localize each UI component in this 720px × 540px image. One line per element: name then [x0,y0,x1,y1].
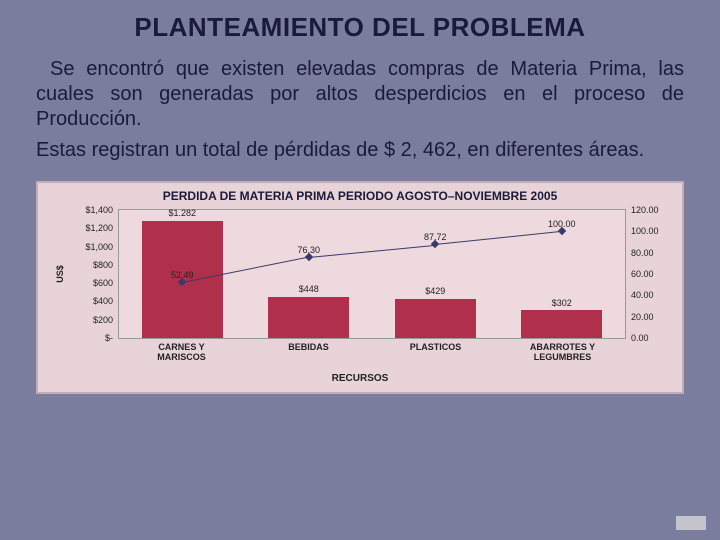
line-segment [435,231,562,245]
y1-tick: $200 [93,315,113,325]
chart-container: PERDIDA DE MATERIA PRIMA PERIODO AGOSTO–… [36,181,684,394]
y2-tick: 0.00 [631,333,649,343]
y1-axis-title: US$ [55,265,65,283]
bar [521,310,602,338]
y1-tick: $1,400 [85,205,113,215]
paragraph-2: Estas registran un total de pérdidas de … [36,138,684,163]
y2-tick: 60.00 [631,269,654,279]
y2-tick: 40.00 [631,290,654,300]
x-category-label: BEBIDAS [264,343,354,353]
x-axis-title: RECURSOS [48,373,672,384]
bar [268,297,349,338]
footer-slide-number-box [676,516,706,530]
y1-tick: $1,200 [85,223,113,233]
bar [395,299,476,338]
y1-tick: $- [105,333,113,343]
bar-value-label: $429 [425,286,445,296]
line-value-label: 76.30 [297,245,320,255]
chart-title: PERDIDA DE MATERIA PRIMA PERIODO AGOSTO–… [48,189,672,203]
y1-tick: $400 [93,296,113,306]
y2-tick: 80.00 [631,248,654,258]
y2-tick: 120.00 [631,205,659,215]
line-value-label: 100.00 [548,219,576,229]
bars-layer: $1.282 $448 $429 $302 52.49 76.30 87.72 100.00 [119,210,625,338]
y1-tick: $600 [93,278,113,288]
y2-tick: 20.00 [631,312,654,322]
y1-tick: $1,000 [85,242,113,252]
x-category-label: PLASTICOS [391,343,481,353]
chart-plot-area: US$ $1,400$1,200$1,000$800$600$400$200$-… [118,209,626,339]
line-value-label: 52.49 [171,270,194,280]
line-segment [309,244,436,257]
x-category-label: ABARROTES Y LEGUMBRES [518,343,608,363]
page-title: PLANTEAMIENTO DEL PROBLEMA [36,12,684,43]
bar-value-label: $448 [299,284,319,294]
y2-axis-labels: 120.00100.0080.0060.0040.0020.000.00 [627,210,671,338]
bar-value-label: $1.282 [168,208,196,218]
y1-axis-labels: $1,400$1,200$1,000$800$600$400$200$- [69,210,115,338]
line-value-label: 87.72 [424,232,447,242]
x-axis-labels: CARNES Y MARISCOS BEBIDAS PLASTICOS ABARROT… [118,343,626,371]
paragraph-1: Se encontró que existen elevadas compras… [36,57,684,132]
bar-value-label: $302 [552,298,572,308]
x-category-label: CARNES Y MARISCOS [137,343,227,363]
y1-tick: $800 [93,260,113,270]
y2-tick: 100.00 [631,226,659,236]
